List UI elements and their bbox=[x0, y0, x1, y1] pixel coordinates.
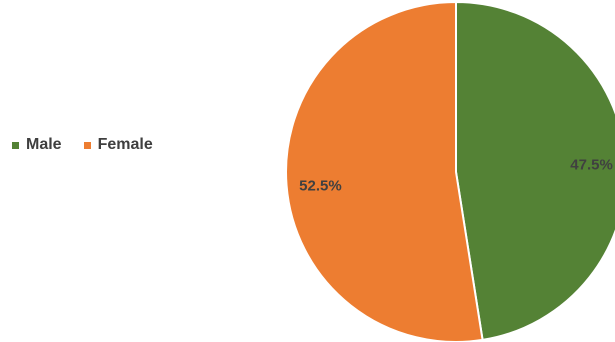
chart-legend: Male Female bbox=[12, 136, 153, 154]
legend-label-male: Male bbox=[26, 136, 62, 153]
legend-item-male: Male bbox=[12, 136, 62, 154]
data-label-female: 52.5% bbox=[299, 178, 342, 195]
pie-slice-female bbox=[285, 0, 484, 342]
legend-item-female: Female bbox=[83, 136, 153, 154]
legend-label-female: Female bbox=[97, 136, 153, 153]
pie-slice-male bbox=[455, 0, 615, 342]
data-label-male: 47.5% bbox=[570, 156, 613, 173]
legend-swatch-male bbox=[12, 141, 19, 149]
legend-swatch-female bbox=[83, 141, 91, 149]
